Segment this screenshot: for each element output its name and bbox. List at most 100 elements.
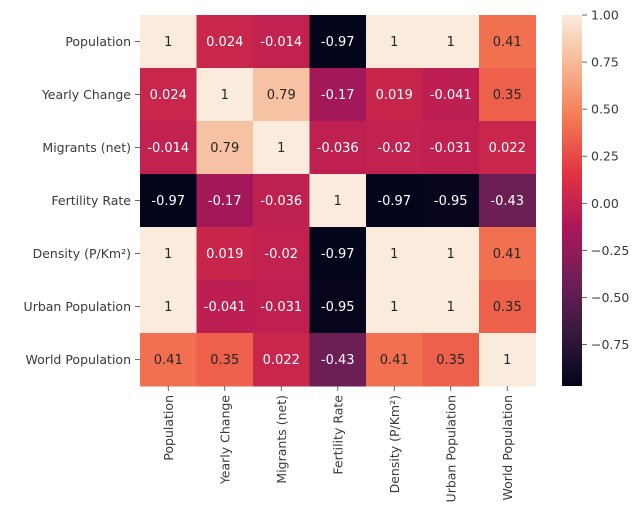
heatmap-cell — [196, 174, 254, 228]
cell-value-label: 1 — [221, 88, 229, 103]
cell-value-label: 0.024 — [206, 35, 243, 50]
cell-value-label: 0.41 — [493, 247, 522, 262]
cell-value-label: -0.17 — [208, 194, 242, 209]
heatmap-cell — [422, 333, 480, 387]
cell-value-label: -0.041 — [430, 88, 472, 103]
heatmap-cell — [196, 280, 254, 334]
cell-value-label: 1 — [334, 194, 342, 209]
x-tick-label: Fertility Rate — [330, 395, 345, 475]
cell-value-label: -0.43 — [321, 353, 355, 368]
cell-value-label: 1 — [447, 300, 455, 315]
cell-value-label: 1 — [503, 353, 511, 368]
heatmap-cell — [479, 15, 536, 69]
heatmap-cell — [366, 121, 423, 175]
cell-value-label: 0.019 — [376, 88, 413, 103]
heatmap-cell — [479, 280, 536, 334]
cell-value-label: 0.41 — [493, 35, 522, 50]
cell-value-label: 0.024 — [150, 88, 187, 103]
cell-value-label: -0.97 — [321, 35, 355, 50]
cell-value-label: 0.35 — [493, 88, 522, 103]
y-tick-label: Density (P/Km²) — [33, 246, 131, 261]
colorbar: 1.00 0.75 0.50 0.25 0.00 −0.25 −0.50 −0.75 — [562, 8, 629, 386]
heatmap-cell — [140, 227, 197, 281]
heatmap-cell — [309, 121, 367, 175]
heatmap-cell — [309, 15, 367, 69]
heatmap-cell — [422, 121, 480, 175]
colorbar-tick-label: −0.50 — [591, 290, 629, 305]
cell-value-label: 0.022 — [489, 141, 526, 156]
heatmap-cell — [140, 333, 197, 387]
heatmap-cell — [253, 227, 310, 281]
cell-value-label: 0.79 — [267, 88, 296, 103]
heatmap-cell — [422, 15, 480, 69]
y-tick-label: Population — [65, 34, 131, 49]
cell-value-label: 1 — [390, 35, 398, 50]
cell-value-label: 0.41 — [380, 353, 409, 368]
colorbar-tick-label: 0.75 — [591, 55, 619, 70]
x-tick-label: Population — [161, 395, 176, 461]
cell-value-label: -0.031 — [260, 300, 302, 315]
cell-value-label: 1 — [164, 247, 172, 262]
cell-value-label: -0.041 — [204, 300, 246, 315]
cell-value-label: 1 — [277, 141, 285, 156]
heatmap-cell — [366, 227, 423, 281]
x-tick-label: Yearly Change — [217, 395, 232, 485]
heatmap-cell — [479, 333, 536, 387]
y-axis: Population Yearly Change Migrants (net) Fer… — [24, 34, 140, 367]
colorbar-tick-label: 1.00 — [591, 8, 619, 23]
x-tick-label: Urban Population — [443, 395, 458, 502]
y-tick-label: Urban Population — [24, 299, 131, 314]
heatmap-cell — [366, 174, 423, 228]
cell-value-label: -0.014 — [147, 141, 189, 156]
heatmap-cell — [253, 121, 310, 175]
cell-value-label: -0.036 — [260, 194, 302, 209]
heatmap-cell — [140, 174, 197, 228]
heatmap-cell — [253, 15, 310, 69]
heatmap-cell — [309, 68, 367, 122]
cell-value-label: 1 — [447, 35, 455, 50]
colorbar-tick-label: −0.75 — [591, 337, 629, 352]
cell-value-label: 0.35 — [210, 353, 239, 368]
heatmap-cell — [479, 68, 536, 122]
heatmap-cell — [422, 68, 480, 122]
heatmap-cell — [196, 333, 254, 387]
heatmap-cell — [366, 15, 423, 69]
cell-value-label: -0.17 — [321, 88, 355, 103]
cell-value-label: -0.036 — [317, 141, 359, 156]
heatmap-cell — [140, 121, 197, 175]
heatmap-cell — [309, 280, 367, 334]
cell-value-label: 0.019 — [206, 247, 243, 262]
heatmap-cell — [196, 121, 254, 175]
x-tick-label: Density (P/Km²) — [387, 395, 402, 493]
cell-value-label: 0.022 — [263, 353, 300, 368]
heatmap-cell — [479, 174, 536, 228]
heatmap-cell — [309, 174, 367, 228]
heatmap-cell — [140, 15, 197, 69]
cell-value-label: -0.95 — [434, 194, 468, 209]
cell-value-label: 1 — [164, 300, 172, 315]
cell-value-label: -0.97 — [377, 194, 411, 209]
cell-value-label: 0.41 — [154, 353, 183, 368]
heatmap-cell — [196, 15, 254, 69]
cell-value-label: -0.95 — [321, 300, 355, 315]
cell-value-label: -0.02 — [377, 141, 411, 156]
colorbar-tick-label: 0.00 — [591, 196, 619, 211]
x-tick-label: Migrants (net) — [274, 395, 289, 484]
heatmap-cell — [309, 227, 367, 281]
cell-value-label: 1 — [390, 300, 398, 315]
cell-value-label: -0.97 — [151, 194, 185, 209]
colorbar-scale — [562, 15, 582, 386]
cell-value-label: -0.031 — [430, 141, 472, 156]
cell-value-label: -0.97 — [321, 247, 355, 262]
cell-value-label: 0.35 — [493, 300, 522, 315]
x-axis: Population Yearly Change Migrants (net) Fer… — [161, 386, 515, 502]
heatmap-cell — [422, 174, 480, 228]
heatmap-cells — [140, 15, 536, 387]
cell-value-label: 1 — [164, 35, 172, 50]
heatmap-cell — [366, 280, 423, 334]
heatmap-cell — [422, 280, 480, 334]
y-tick-label: World Population — [26, 352, 131, 367]
y-tick-label: Fertility Rate — [51, 193, 131, 208]
colorbar-tick-label: 0.25 — [591, 149, 619, 164]
